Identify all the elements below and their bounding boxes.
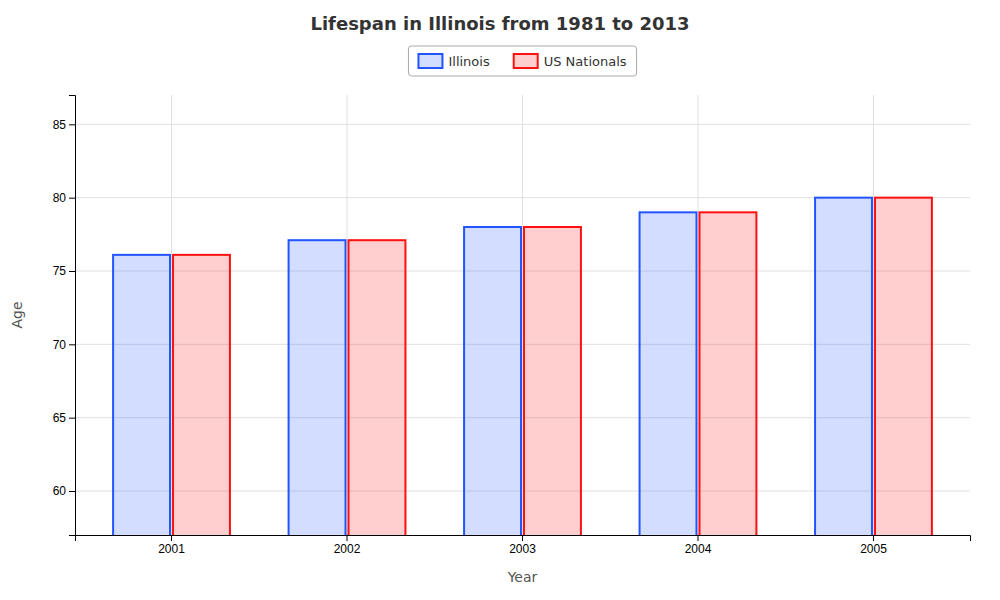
tick: 60 (53, 484, 75, 498)
tick-mark (69, 418, 75, 419)
tick-label: 85 (53, 118, 67, 132)
title: Lifespan in Illinois from 1981 to 2013 (310, 13, 689, 34)
bar (113, 255, 170, 535)
grid-line (522, 95, 523, 535)
tick-mark (347, 535, 348, 541)
tick-mark (522, 535, 523, 541)
bar (173, 255, 230, 535)
legend-item: Illinois (418, 54, 489, 69)
tick-mark (171, 535, 172, 541)
bar (464, 227, 521, 535)
chart: Lifespan in Illinois from 1981 to 2013 20… (0, 0, 1000, 600)
bar (524, 227, 581, 535)
axis-line (76, 536, 971, 542)
legend-swatch (418, 54, 442, 68)
tick-label: 60 (53, 484, 67, 498)
grid-line (347, 95, 348, 535)
tick: 2005 (860, 535, 887, 556)
y-axis-title: Age (9, 301, 25, 328)
grid-line (873, 95, 874, 535)
tick-label: 2004 (685, 542, 712, 556)
axis-line (69, 96, 76, 536)
tick: 65 (53, 411, 75, 425)
legend-label: US Nationals (544, 54, 627, 69)
tick: 85 (53, 118, 75, 132)
tick-label: 2002 (334, 542, 361, 556)
tick-label: 2003 (509, 542, 536, 556)
tick-label: 70 (53, 338, 67, 352)
legend-item: US Nationals (514, 54, 627, 69)
bar (289, 240, 346, 535)
tick: 80 (53, 191, 75, 205)
tick-label: 80 (53, 191, 67, 205)
series (173, 198, 932, 535)
tick: 2002 (334, 535, 361, 556)
x-axis-title: Year (507, 569, 538, 585)
series (113, 198, 872, 535)
tick-mark (69, 271, 75, 272)
bars (113, 198, 932, 535)
tick-mark (69, 491, 75, 492)
bar (699, 212, 756, 535)
tick-label: 2005 (860, 542, 887, 556)
tick-label: 65 (53, 411, 67, 425)
tick: 70 (53, 338, 75, 352)
tick-label: 2001 (158, 542, 185, 556)
bar (815, 198, 872, 535)
tick-mark (697, 535, 698, 541)
tick-label: 75 (53, 264, 67, 278)
y-axis: 60 65 70 75 80 85 (53, 96, 76, 536)
legend-label: Illinois (448, 54, 489, 69)
legend-swatch (514, 54, 538, 68)
x-axis: 2001 2002 2003 2004 2005 (76, 535, 971, 556)
plot: 2001 2002 2003 2004 2005 60 65 70 75 80 85 (53, 95, 971, 600)
bar (875, 198, 932, 535)
tick-mark (873, 535, 874, 541)
grid-line (697, 95, 698, 535)
tick-mark (69, 124, 75, 125)
tick: 2001 (158, 535, 185, 556)
bar (349, 240, 406, 535)
bar (640, 212, 697, 535)
legend-frame (408, 46, 636, 76)
tick-mark (69, 344, 75, 345)
grid-line (171, 95, 172, 535)
tick: 2003 (509, 535, 536, 556)
tick: 75 (53, 264, 75, 278)
tick-mark (69, 198, 75, 199)
tick: 2004 (685, 535, 712, 556)
legend: Illinois US Nationals (408, 46, 636, 76)
